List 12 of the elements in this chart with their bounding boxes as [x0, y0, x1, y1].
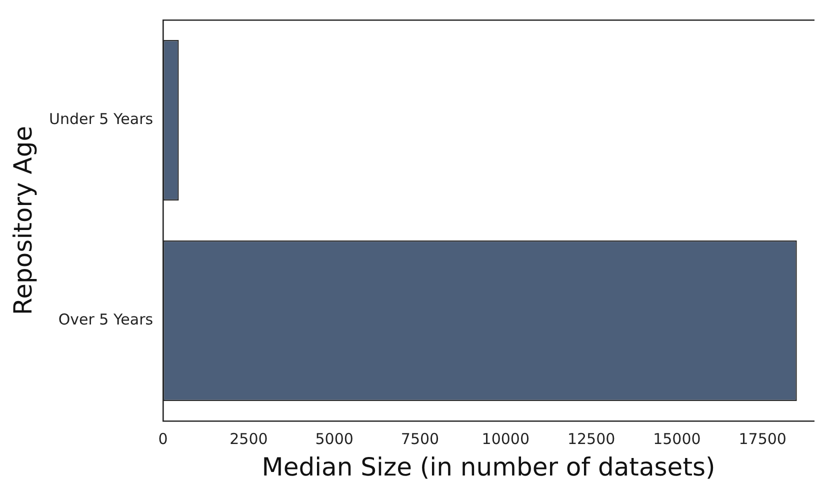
- x-tick-label: 0: [158, 430, 168, 448]
- x-tick-label: 15000: [653, 430, 701, 448]
- x-tick-label: 17500: [738, 430, 786, 448]
- y-tick-label: Over 5 Years: [58, 310, 154, 329]
- x-tick-label: 10000: [482, 430, 530, 448]
- x-tick-label: 2500: [230, 430, 268, 448]
- x-tick-label: 5000: [315, 430, 354, 448]
- x-tick-label: 7500: [400, 430, 440, 448]
- y-axis-title: Repository Age: [8, 126, 38, 316]
- x-tick-label: 12500: [567, 430, 616, 448]
- x-axis-title: Median Size (in number of datasets): [262, 452, 716, 482]
- y-tick-label: Under 5 Years: [48, 110, 154, 128]
